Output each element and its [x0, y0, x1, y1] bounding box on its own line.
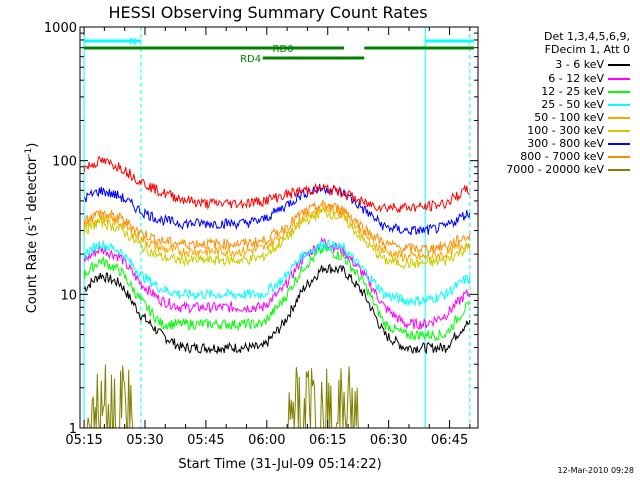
legend-swatch	[608, 130, 630, 132]
series-line-6-12-kev	[83, 236, 471, 331]
x-axis-label: Start Time (31-Jul-09 05:14:22)	[178, 457, 381, 472]
legend-item-label: 25 - 50 keV	[541, 98, 604, 111]
legend-item-label: 300 - 800 keV	[527, 137, 604, 150]
legend-item-label: 7000 - 20000 keV	[506, 163, 604, 176]
series-line-7000-20000-kev	[84, 364, 470, 429]
legend-item: 800 - 7000 keV	[472, 150, 634, 163]
legend-item-label: 3 - 6 keV	[555, 58, 604, 71]
x-tick-label: 05:45	[187, 433, 224, 448]
legend-item: 50 - 100 keV	[472, 111, 634, 124]
y-tick-label: 1	[69, 422, 77, 437]
series-line-25-50-kev	[83, 238, 471, 307]
timestamp: 12-Mar-2010 09:28	[557, 466, 635, 475]
x-tick-label: 06:15	[309, 433, 346, 448]
y-tick-label: 1000	[44, 21, 77, 36]
x-tick-label: 06:30	[370, 433, 407, 448]
y-label-part-1: Count Rate (s	[25, 225, 40, 314]
series-line-800-7000-kev	[83, 199, 471, 255]
y-axis-label: Count Rate (s-1 detector-1)	[24, 143, 40, 314]
series-line-100-300-kev	[83, 208, 471, 270]
series-line-12-25-kev	[83, 243, 471, 342]
legend-item: 6 - 12 keV	[472, 72, 634, 85]
series-line-red	[83, 155, 471, 214]
y-tick-label: 100	[52, 155, 77, 170]
series-line-3-6-kev	[83, 263, 471, 355]
y-label-part-3: )	[25, 143, 40, 148]
legend-item-label: 12 - 25 keV	[541, 85, 604, 98]
legend-item-label: 800 - 7000 keV	[520, 150, 604, 163]
legend-swatch	[608, 64, 630, 66]
y-label-sup-2: -1	[24, 148, 34, 157]
legend-swatch	[608, 117, 630, 119]
legend-item: 100 - 300 keV	[472, 124, 634, 137]
x-tick-label: 06:45	[431, 433, 468, 448]
legend-swatch	[608, 156, 630, 158]
legend-item: 7000 - 20000 keV	[472, 163, 634, 176]
plot-frame	[79, 26, 479, 429]
x-tick-label: 05:15	[65, 433, 102, 448]
legend-swatch	[608, 169, 630, 171]
legend-item-label: 6 - 12 keV	[548, 72, 604, 85]
legend-item: 300 - 800 keV	[472, 137, 634, 150]
series-line-300-800-kev	[83, 183, 471, 236]
legend-swatch	[608, 78, 630, 80]
legend-item: 3 - 6 keV	[472, 58, 634, 71]
state-bar-label: RD0	[273, 44, 294, 55]
legend-item-label: 100 - 300 keV	[527, 124, 604, 137]
state-bar-label: N	[129, 37, 136, 48]
legend-item: 25 - 50 keV	[472, 98, 634, 111]
series-line-50-100-kev	[83, 202, 471, 263]
chart-title: HESSI Observing Summary Count Rates	[108, 3, 427, 22]
legend-swatch	[608, 104, 630, 106]
legend-swatch	[608, 91, 630, 93]
legend-swatch	[608, 143, 630, 145]
x-tick-label: 05:30	[126, 433, 163, 448]
x-tick-label: 06:00	[248, 433, 285, 448]
state-bar-label: RD4	[240, 54, 261, 65]
y-label-sup-1: -1	[24, 216, 34, 225]
y-label-part-2: detector	[25, 156, 40, 216]
legend-item-label: 50 - 100 keV	[534, 111, 604, 124]
legend-header-line1: Det 1,3,4,5,6,9,	[543, 30, 630, 43]
y-tick-label: 10	[60, 288, 77, 303]
legend-item: 12 - 25 keV	[472, 85, 634, 98]
legend-header-line2: FDecim 1, Att 0	[544, 43, 630, 56]
